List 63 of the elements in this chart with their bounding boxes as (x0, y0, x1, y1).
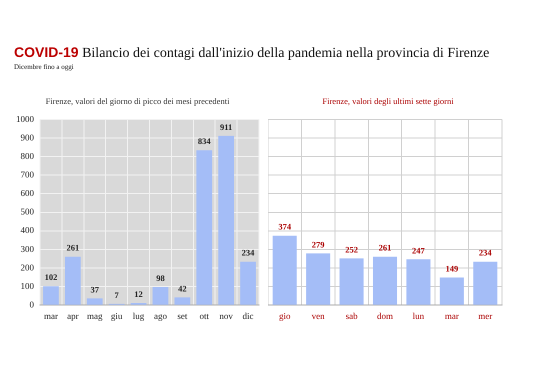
y-tick-label: 400 (20, 225, 34, 236)
data-label: 834 (198, 136, 212, 146)
bar (218, 136, 234, 305)
data-label: 911 (220, 122, 232, 132)
data-label: 279 (312, 239, 325, 250)
data-label: 234 (242, 248, 256, 258)
bar (306, 253, 330, 305)
data-label: 261 (66, 242, 80, 253)
chart-title: COVID-19 Bilancio dei contagi dall'inizio della pandemia nella provincia di Firenze (14, 44, 490, 62)
data-label: 374 (278, 222, 292, 232)
bar (440, 278, 464, 305)
x-tick-label: apr (67, 310, 79, 321)
x-tick-label: lug (132, 310, 145, 321)
y-tick-label: 0 (30, 300, 34, 310)
data-label: 252 (345, 244, 358, 254)
data-label: 42 (178, 283, 187, 294)
x-tick-label: set (177, 310, 188, 321)
x-tick-label: mar (44, 310, 58, 321)
x-tick-label: ago (154, 310, 168, 321)
data-label: 98 (156, 272, 165, 283)
data-label: 12 (134, 288, 143, 299)
x-tick-label: sab (346, 310, 358, 321)
x-tick-label: ven (312, 310, 326, 321)
data-label: 234 (478, 248, 492, 258)
y-tick-label: 200 (20, 262, 34, 272)
x-tick-label: dic (242, 310, 254, 321)
data-label: 7 (114, 290, 120, 300)
data-label: 37 (90, 284, 100, 294)
bar (340, 258, 364, 305)
y-tick-label: 100 (20, 280, 34, 291)
y-tick-label: 600 (20, 188, 34, 198)
data-label: 247 (412, 245, 426, 256)
bar (174, 297, 190, 305)
data-label: 102 (44, 272, 58, 282)
bar (152, 286, 168, 305)
bar (196, 150, 212, 305)
bar (86, 298, 103, 305)
x-tick-label: lun (412, 310, 425, 321)
x-tick-label: mar (444, 310, 459, 321)
bar (272, 236, 297, 305)
y-tick-label: 300 (20, 244, 34, 254)
y-tick-label: 1000 (16, 114, 34, 124)
x-tick-label: dom (376, 310, 394, 321)
data-label: 149 (445, 263, 458, 274)
x-tick-label: mag (87, 310, 103, 321)
y-tick-label: 500 (20, 206, 34, 217)
y-tick-label: 900 (20, 132, 34, 142)
data-label: 261 (378, 242, 392, 253)
x-tick-label: ott (199, 310, 210, 321)
y-tick-label: 700 (20, 170, 34, 180)
text: Firenze, valori del giorno di picco dei mesi precedenti (44, 96, 230, 106)
bar (406, 259, 430, 305)
x-tick-label: mer (478, 310, 492, 321)
x-tick-label: gio (278, 310, 291, 321)
y-tick-label: 800 (20, 150, 34, 161)
bar (240, 262, 256, 305)
bar (43, 286, 59, 305)
bar (473, 262, 498, 305)
chart-title: Firenze, valori degli ultimi sette giorni (321, 96, 455, 106)
bar (64, 256, 81, 305)
bar (372, 256, 398, 305)
x-tick-label: giu (110, 310, 123, 321)
x-tick-label: nov (219, 310, 234, 321)
